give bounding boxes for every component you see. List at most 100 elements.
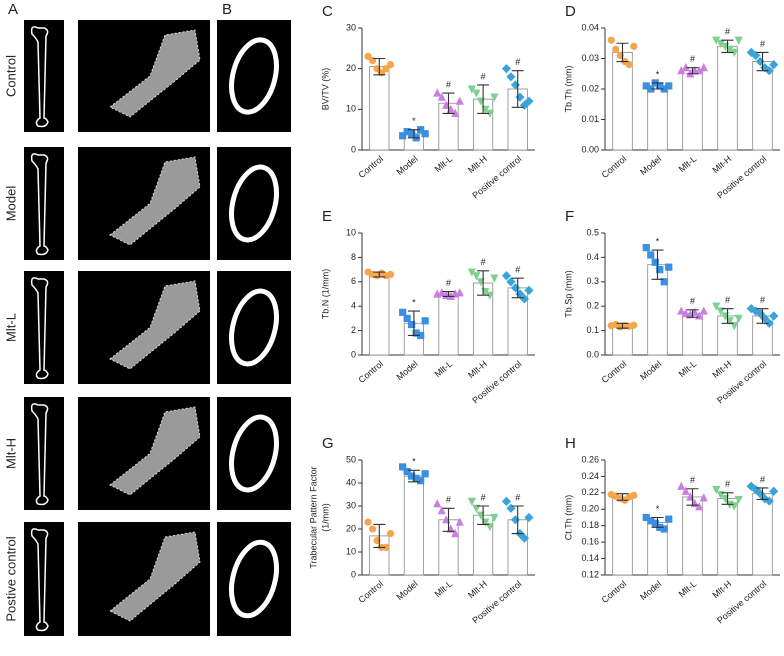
y-axis-label: Tb.Th (mm) bbox=[563, 66, 573, 113]
data-point bbox=[642, 82, 650, 90]
significance-mark: # bbox=[760, 39, 765, 49]
data-point bbox=[660, 278, 668, 286]
y-tick-label: 30 bbox=[346, 22, 356, 32]
y-tick-label: 10 bbox=[346, 546, 356, 556]
y-tick-label: 0.14 bbox=[581, 553, 599, 563]
panel-label: G bbox=[322, 435, 334, 452]
data-point bbox=[399, 463, 407, 471]
data-point bbox=[769, 60, 779, 70]
data-point bbox=[485, 291, 494, 300]
y-tick-label: 0.03 bbox=[581, 53, 599, 63]
data-point bbox=[368, 525, 377, 533]
bar bbox=[403, 475, 424, 576]
data-point bbox=[490, 513, 499, 523]
y-tick-label: 0.12 bbox=[581, 569, 599, 579]
row-label: Mlt-L bbox=[3, 313, 18, 342]
data-point bbox=[647, 251, 655, 259]
y-tick-label: 0 bbox=[351, 349, 356, 359]
y-tick-label: 0.16 bbox=[581, 537, 599, 547]
significance-mark: # bbox=[725, 479, 730, 489]
data-point bbox=[386, 530, 395, 538]
data-point bbox=[660, 525, 668, 533]
data-point bbox=[364, 518, 372, 526]
y-axis-label: Ct.Th (mm) bbox=[563, 495, 573, 541]
x-tick-label: Model bbox=[395, 154, 420, 177]
data-point bbox=[421, 317, 429, 325]
y-tick-label: 0 bbox=[351, 569, 356, 579]
data-point bbox=[472, 89, 481, 98]
data-point bbox=[524, 96, 534, 106]
x-tick-label: Mlt-H bbox=[466, 579, 489, 600]
data-point bbox=[467, 268, 476, 277]
y-tick-label: 0 bbox=[351, 144, 356, 154]
data-point bbox=[501, 64, 512, 74]
error-bar bbox=[616, 322, 629, 329]
y-tick-label: 0.22 bbox=[581, 487, 599, 497]
data-point bbox=[501, 496, 512, 506]
data-point bbox=[417, 126, 425, 134]
data-point bbox=[651, 519, 659, 527]
error-bar bbox=[686, 309, 699, 318]
data-point bbox=[417, 331, 425, 340]
data-point bbox=[467, 497, 476, 506]
significance-mark: # bbox=[481, 257, 486, 267]
y-tick-label: 0.02 bbox=[581, 83, 599, 93]
data-point bbox=[433, 88, 442, 97]
bone-outline bbox=[30, 277, 49, 380]
data-point bbox=[630, 491, 638, 499]
error-bar bbox=[511, 70, 524, 108]
data-point bbox=[408, 130, 416, 138]
data-point bbox=[510, 283, 521, 293]
data-point bbox=[699, 493, 708, 502]
data-point bbox=[712, 485, 721, 495]
significance-mark: * bbox=[656, 236, 660, 246]
significance-mark: # bbox=[481, 492, 486, 502]
data-point bbox=[734, 314, 743, 323]
significance-mark: * bbox=[656, 69, 660, 79]
error-bar bbox=[442, 92, 455, 114]
error-bar bbox=[407, 129, 420, 139]
y-tick-label: 50 bbox=[346, 454, 356, 464]
y-tick-label: 0.26 bbox=[581, 454, 599, 464]
panel-label: F bbox=[565, 208, 574, 225]
panel-label: D bbox=[565, 3, 576, 20]
error-bar bbox=[442, 291, 455, 297]
error-bar bbox=[373, 523, 386, 548]
data-point bbox=[412, 329, 420, 337]
significance-mark: # bbox=[760, 474, 765, 484]
row-label: Control bbox=[3, 55, 18, 97]
data-point bbox=[695, 66, 704, 75]
data-point bbox=[506, 277, 516, 287]
data-point bbox=[751, 50, 761, 61]
data-point bbox=[630, 321, 638, 329]
data-point bbox=[519, 533, 530, 543]
significance-mark: # bbox=[515, 265, 520, 275]
row-label: Mlt-H bbox=[3, 438, 18, 469]
data-point bbox=[625, 61, 633, 69]
data-point bbox=[433, 499, 442, 508]
data-point bbox=[437, 288, 446, 297]
significance-mark: # bbox=[760, 295, 765, 305]
cortical-ring bbox=[228, 539, 280, 619]
y-tick-label: 8 bbox=[351, 252, 356, 262]
data-point bbox=[647, 85, 655, 93]
y-axis-label: (1/mm) bbox=[320, 503, 330, 532]
data-point bbox=[451, 108, 460, 117]
error-bar bbox=[756, 308, 769, 324]
panel-label: E bbox=[322, 208, 332, 225]
y-tick-label: 6 bbox=[351, 276, 356, 286]
y-tick-label: 40 bbox=[346, 477, 356, 487]
panel-label: B bbox=[222, 1, 232, 18]
data-point bbox=[506, 503, 516, 513]
bar bbox=[369, 66, 390, 151]
data-point bbox=[451, 529, 460, 538]
error-bar bbox=[407, 469, 420, 483]
y-tick-label: 0.1 bbox=[586, 325, 599, 335]
significance-mark: # bbox=[725, 27, 730, 37]
data-point bbox=[472, 504, 481, 513]
y-tick-label: 4 bbox=[351, 301, 356, 311]
data-point bbox=[677, 481, 686, 490]
error-bar bbox=[721, 39, 734, 53]
data-point bbox=[506, 72, 516, 82]
